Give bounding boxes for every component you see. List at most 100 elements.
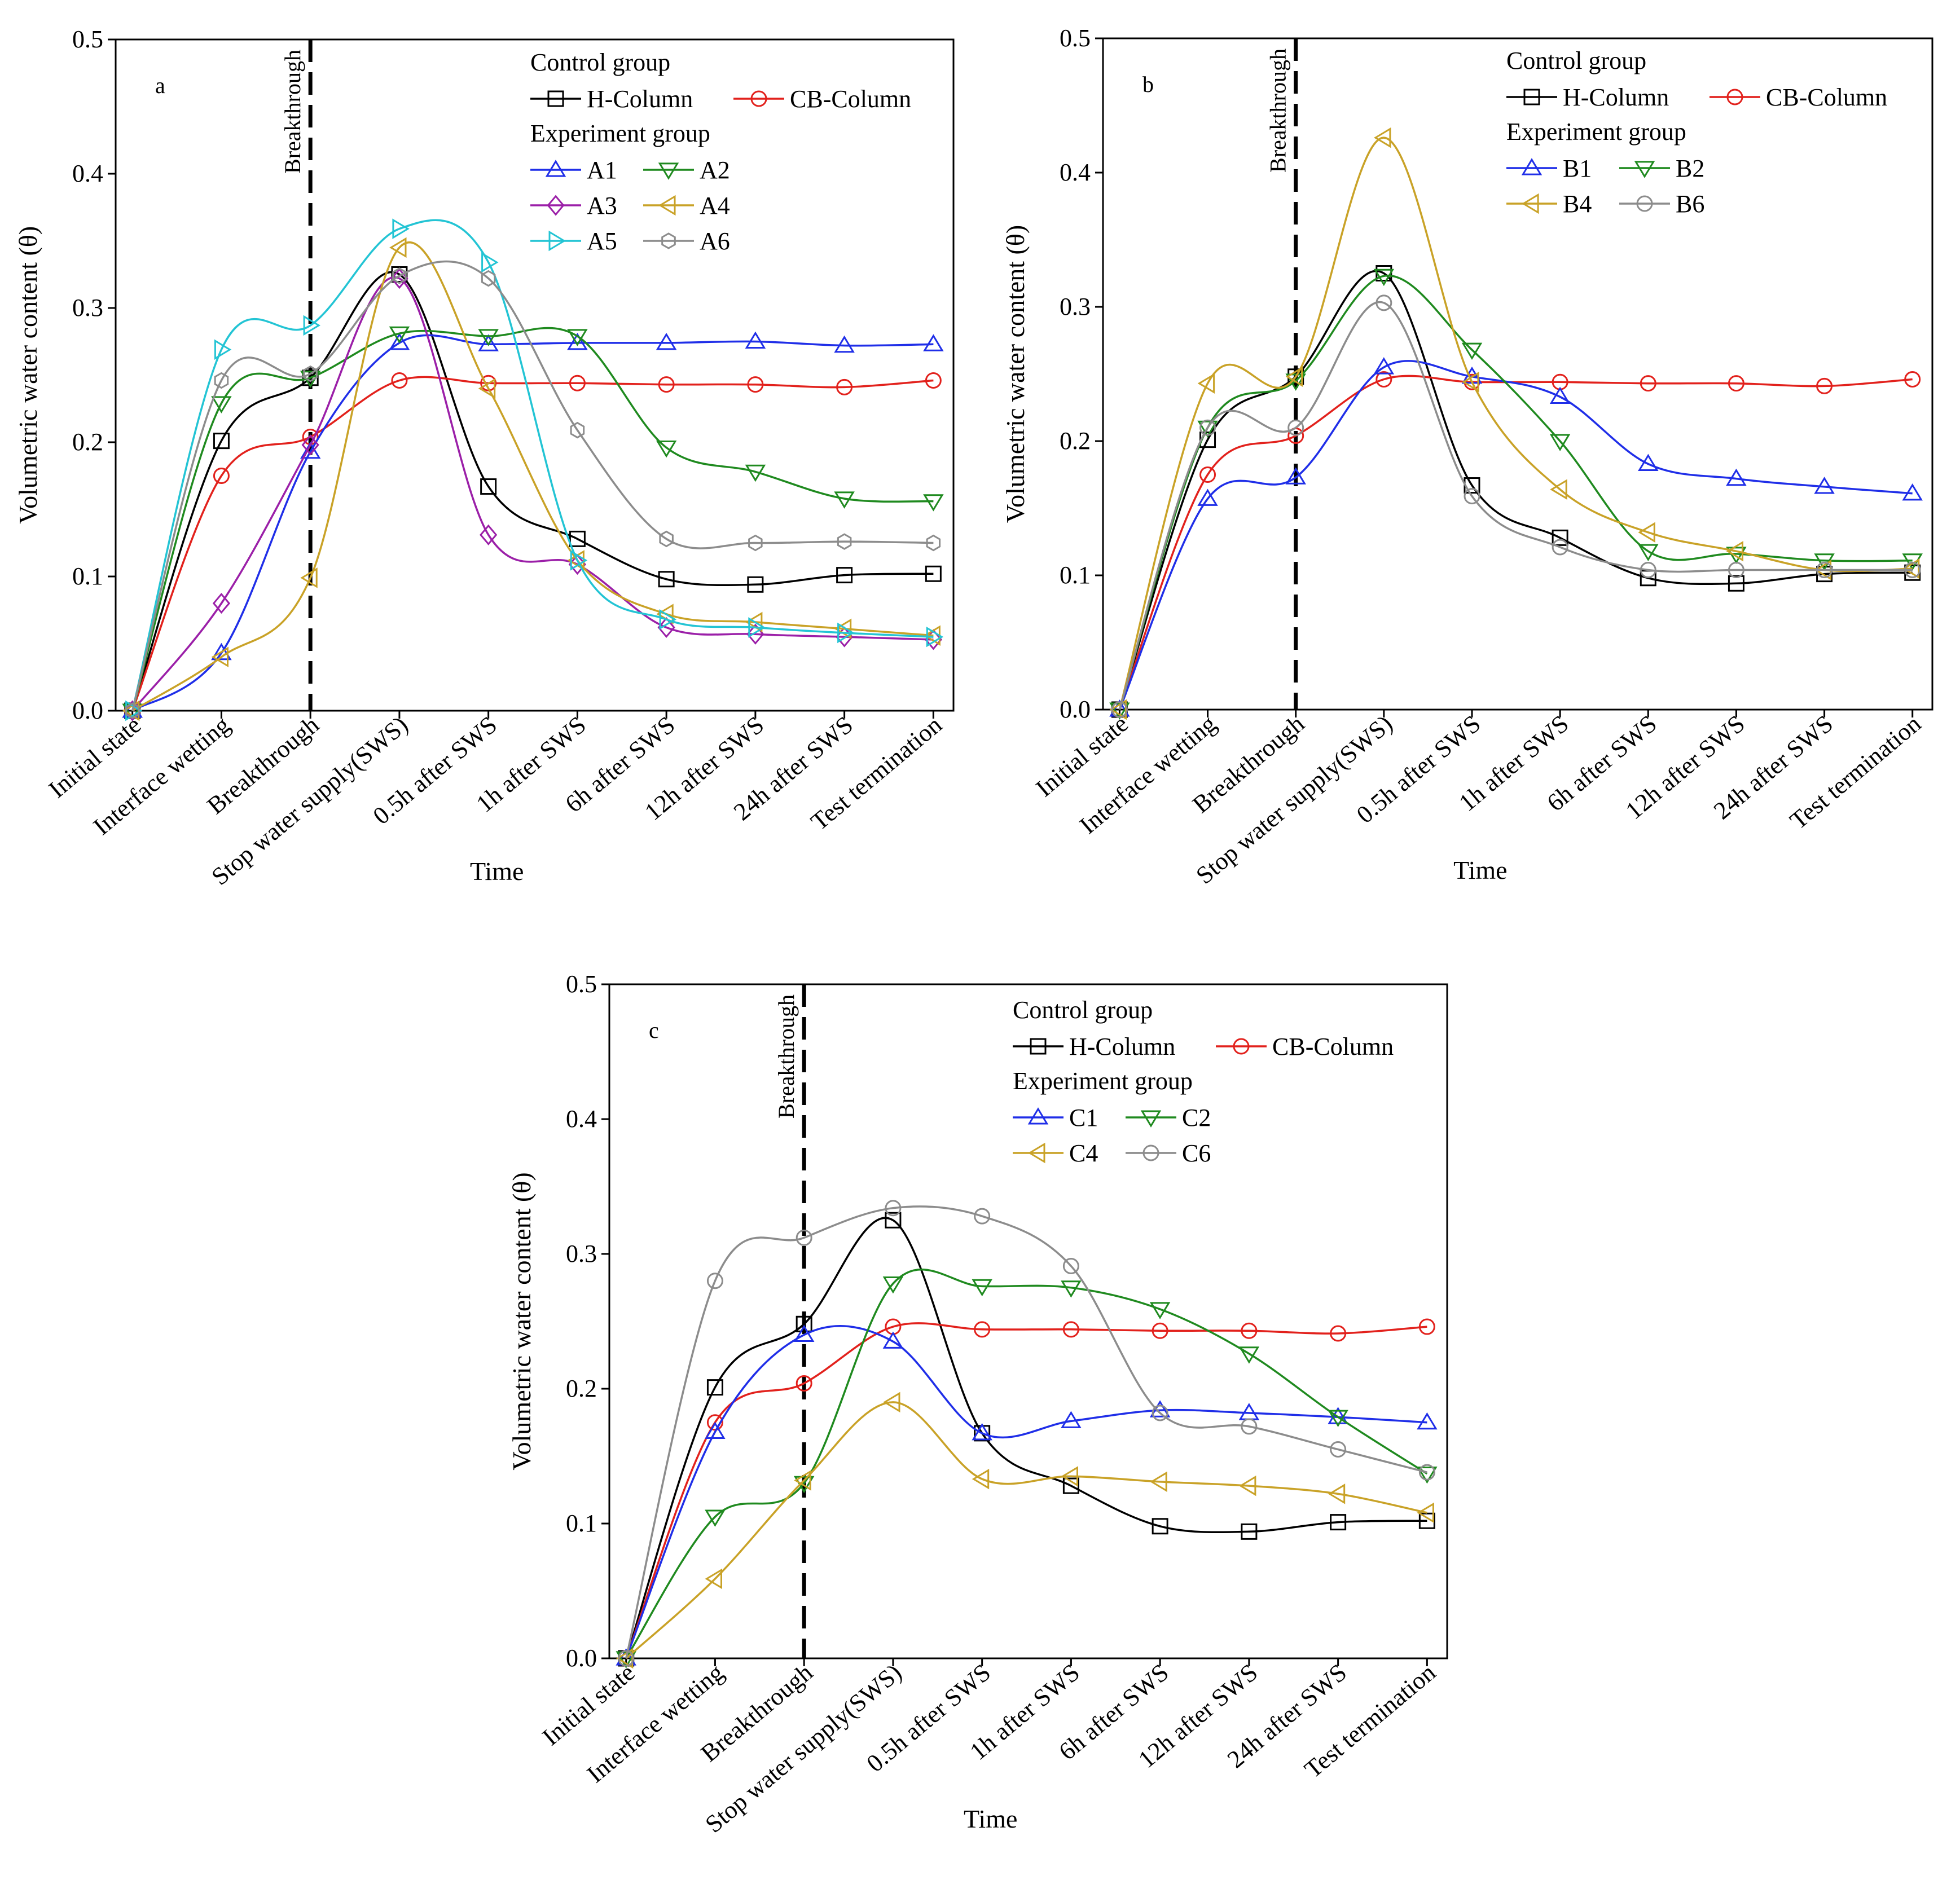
legend-label: B6 [1676, 190, 1704, 218]
data-point [925, 565, 942, 582]
y-axis-title: Volumetric water content (θ) [14, 226, 42, 524]
data-point [213, 433, 230, 450]
data-point [1726, 547, 1747, 564]
data-point [658, 376, 675, 393]
data-point [1638, 454, 1659, 471]
data-point [1285, 366, 1303, 388]
y-tick-label: 0.2 [1060, 427, 1091, 455]
data-point [972, 1423, 992, 1441]
data-point [1816, 566, 1833, 583]
y-tick-label: 0.1 [1060, 561, 1091, 589]
data-point [125, 702, 140, 719]
legend-marker [661, 232, 676, 249]
legend-label: A1 [587, 156, 617, 184]
legend-label: C6 [1182, 1139, 1211, 1167]
series-line [1118, 137, 1913, 710]
data-point [1417, 1502, 1434, 1524]
data-point [1814, 477, 1835, 494]
data-point [745, 464, 766, 482]
data-point [211, 646, 228, 668]
y-tick-label: 0.3 [72, 294, 103, 322]
data-point [616, 1648, 634, 1669]
legend-heading-experiment: Experiment group [530, 120, 710, 147]
series-line [625, 1268, 1428, 1659]
data-point [925, 372, 942, 389]
legend-heading-experiment: Experiment group [1506, 118, 1686, 146]
data-point [122, 703, 143, 721]
data-point [616, 1651, 636, 1669]
legend-label: C1 [1069, 1104, 1098, 1132]
data-point [747, 376, 764, 393]
data-point [657, 617, 675, 639]
data-point [747, 576, 764, 593]
data-point [569, 375, 586, 391]
legend-heading-control: Control group [1013, 996, 1153, 1024]
data-point [213, 468, 230, 484]
legend-entry-a6: A6 [643, 227, 730, 255]
breakthrough-label: Breakthrough [774, 994, 799, 1119]
data-point [480, 478, 497, 495]
data-point [1062, 1477, 1079, 1494]
data-point [478, 334, 499, 351]
data-point [1328, 1407, 1348, 1424]
data-point [923, 494, 944, 512]
data-point [705, 1568, 722, 1590]
data-point [1418, 1318, 1435, 1335]
data-point [1061, 1411, 1082, 1428]
data-point [1640, 375, 1656, 392]
data-point [1111, 701, 1128, 718]
data-point [478, 378, 496, 399]
legend-marker [547, 90, 564, 107]
data-point [1109, 699, 1130, 717]
data-point [1328, 1483, 1346, 1504]
data-point [1373, 268, 1395, 287]
legend-label: CB-Column [1272, 1033, 1394, 1060]
data-point [1150, 1471, 1167, 1493]
data-point [303, 315, 321, 336]
data-point [1062, 1258, 1079, 1275]
data-point [705, 1509, 726, 1527]
legend-entry-b4: B4 [1506, 190, 1592, 218]
legend-entry-b1: B1 [1506, 155, 1592, 182]
breakthrough-label: Breakthrough [280, 50, 305, 174]
y-tick-label: 0.4 [72, 160, 103, 187]
series-line [131, 376, 934, 711]
y-tick-label: 0.3 [566, 1240, 597, 1267]
legend-entry-c4: C4 [1013, 1139, 1098, 1167]
data-point [883, 1392, 900, 1413]
data-point [303, 365, 318, 382]
legend-entry-c1: C1 [1013, 1104, 1098, 1132]
legend-entry-a2: A2 [643, 156, 730, 184]
data-point [390, 268, 408, 289]
legend-entry-b2: B2 [1619, 155, 1704, 182]
data-point [1461, 342, 1483, 360]
legend-entry-b6: B6 [1619, 190, 1704, 218]
data-point [481, 252, 499, 273]
series-c4 [616, 1392, 1434, 1669]
data-point [1904, 371, 1921, 388]
data-point [1197, 488, 1218, 506]
legend-marker [1521, 158, 1542, 175]
panel-letter: b [1142, 72, 1154, 97]
legend-label: C4 [1069, 1139, 1098, 1167]
data-point [1417, 1412, 1438, 1430]
legend-marker [658, 195, 676, 216]
data-point [616, 1648, 636, 1666]
data-point [1062, 1321, 1079, 1338]
legend-marker [547, 195, 565, 216]
legend-marker [1522, 193, 1539, 214]
x-axis-title: Time [470, 857, 524, 886]
data-point [567, 329, 588, 346]
legend-label: A3 [587, 192, 617, 219]
data-point [974, 1208, 991, 1225]
series-line [1118, 301, 1913, 710]
legend-entry-c2: C2 [1126, 1104, 1211, 1132]
data-point [1728, 561, 1744, 578]
legend-entry-cb-column: CB-Column [733, 85, 911, 113]
data-point [1638, 522, 1655, 543]
data-point [794, 1470, 811, 1491]
x-axis-title: Time [964, 1804, 1017, 1833]
data-point [1061, 1466, 1078, 1487]
data-point [882, 1276, 904, 1294]
